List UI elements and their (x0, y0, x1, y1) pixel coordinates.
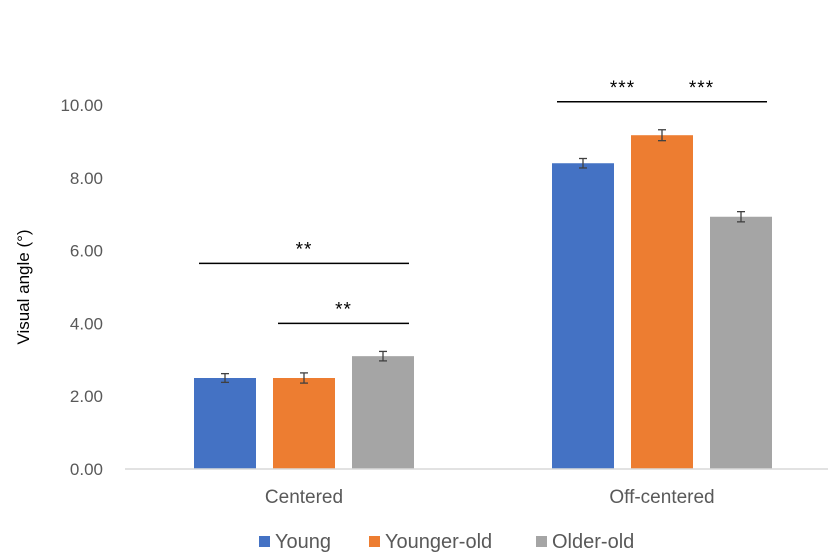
bar-older-old-0 (352, 356, 414, 469)
bar-older-old-1 (710, 216, 772, 469)
legend-swatch-older-old (536, 536, 547, 547)
legend-label: Older-old (552, 531, 634, 553)
bars-group (194, 135, 772, 470)
error-bars-group (221, 129, 745, 384)
bar-younger-old-0 (273, 378, 335, 469)
y-tick-label: 4.00 (70, 314, 103, 333)
y-tick-label: 8.00 (70, 169, 103, 188)
y-axis-title: Visual angle (°) (14, 229, 33, 344)
y-tick-label: 6.00 (70, 242, 103, 261)
x-category-label: Centered (265, 487, 343, 508)
x-axis-labels: Centered Off-centered (265, 487, 715, 508)
significance-marker: ** (296, 239, 313, 260)
legend-label: Younger-old (385, 531, 492, 553)
significance-group: ************* (199, 78, 767, 325)
significance-marker: *** (689, 78, 714, 99)
bar-young-0 (194, 378, 256, 469)
legend-swatch-younger-old (369, 536, 380, 547)
bar-younger-old-1 (631, 135, 693, 469)
legend-swatch-young (259, 536, 270, 547)
bar-young-1 (552, 163, 614, 470)
y-tick-label: 10.00 (60, 96, 103, 115)
y-tick-label: 2.00 (70, 387, 103, 406)
legend-label: Young (275, 531, 331, 553)
legend: Young Younger-old Older-old (259, 531, 634, 553)
significance-marker: ** (335, 299, 352, 320)
y-axis: 0.00 2.00 4.00 6.00 8.00 10.00 (60, 96, 103, 479)
significance-marker: *** (610, 78, 635, 99)
x-category-label: Off-centered (609, 487, 714, 508)
y-tick-label: 0.00 (70, 460, 103, 479)
